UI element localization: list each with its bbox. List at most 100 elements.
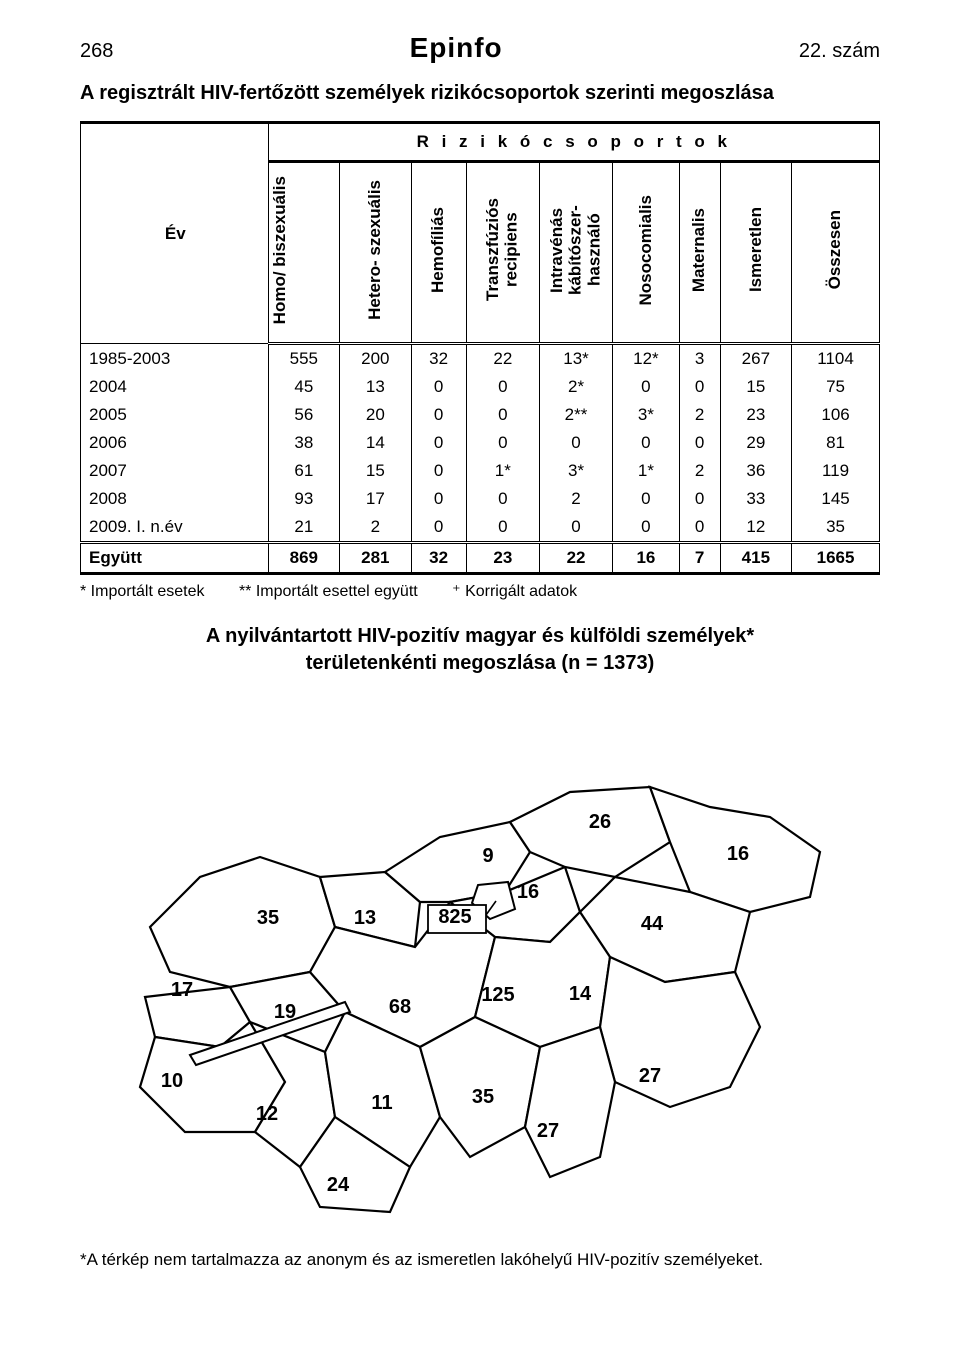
cell-value: 23: [720, 401, 791, 429]
cell-value: 2: [539, 485, 612, 513]
cell-value: 61: [268, 457, 339, 485]
page-number: 268: [80, 40, 113, 63]
col-matern: Maternalis: [679, 162, 720, 344]
cell-value: 3*: [539, 457, 612, 485]
page: 268 Epinfo 22. szám A regisztrált HIV-fe…: [0, 0, 960, 1310]
cell-value: 0: [466, 485, 539, 513]
map-region-label: 44: [641, 913, 664, 935]
map-region-label: 27: [639, 1065, 661, 1087]
cell-value: 1104: [792, 344, 880, 374]
cell-year: 2006: [81, 429, 269, 457]
col-unknown: Ismeretlen: [720, 162, 791, 344]
cell-year: 2009. I. n.év: [81, 513, 269, 543]
cell-value: 0: [679, 485, 720, 513]
cell-value: 1*: [613, 457, 680, 485]
cell-value: 200: [340, 344, 411, 374]
cell-value: 0: [411, 373, 466, 401]
map-region-label: 17: [171, 979, 193, 1001]
map-region-label: 16: [727, 843, 749, 865]
cell-value: 15: [340, 457, 411, 485]
map-region-label: 825: [438, 906, 471, 928]
cell-value: 35: [792, 513, 880, 543]
cell-value: 0: [411, 429, 466, 457]
cell-value: 0: [539, 513, 612, 543]
map-region-label: 27: [537, 1120, 559, 1142]
cell-value: 415: [720, 543, 791, 574]
cell-value: 0: [679, 429, 720, 457]
cell-value: 145: [792, 485, 880, 513]
cell-year: 1985-2003: [81, 344, 269, 374]
map-region-label: 125: [481, 984, 514, 1006]
cell-value: 281: [340, 543, 411, 574]
cell-value: 7: [679, 543, 720, 574]
footnote-c: ⁺ Korrigált adatok: [452, 581, 577, 601]
cell-value: 1*: [466, 457, 539, 485]
cell-value: 869: [268, 543, 339, 574]
issue-number: 22. szám: [799, 40, 880, 63]
cell-value: 0: [466, 373, 539, 401]
cell-value: 0: [613, 485, 680, 513]
cell-value: 0: [466, 513, 539, 543]
table-title: A regisztrált HIV-fertőzött személyek ri…: [80, 82, 880, 105]
cell-value: 56: [268, 401, 339, 429]
cell-value: 20: [340, 401, 411, 429]
cell-value: 33: [720, 485, 791, 513]
cell-value: 12*: [613, 344, 680, 374]
table-row: 1985-2003555200322213*12*32671104: [81, 344, 880, 374]
cell-value: 1665: [792, 543, 880, 574]
map-footnote: *A térkép nem tartalmazza az anonym és a…: [80, 1250, 880, 1270]
footnote-a: * Importált esetek: [80, 583, 205, 601]
cell-value: 45: [268, 373, 339, 401]
cell-value: 267: [720, 344, 791, 374]
map-region-label: 14: [569, 983, 592, 1005]
cell-value: 0: [411, 401, 466, 429]
hungary-map: 3513982516261644171968125141012113527272…: [80, 687, 880, 1232]
cell-value: 13*: [539, 344, 612, 374]
table-row: 20055620002**3*223106: [81, 401, 880, 429]
cell-value: 3*: [613, 401, 680, 429]
cell-value: 12: [720, 513, 791, 543]
cell-value: 32: [411, 543, 466, 574]
cell-value: 0: [539, 429, 612, 457]
cell-value: 13: [340, 373, 411, 401]
cell-value: 93: [268, 485, 339, 513]
map-region-label: 9: [482, 845, 493, 867]
cell-value: 106: [792, 401, 880, 429]
map-title-line2: területenkénti megoszlása (n = 1373): [306, 652, 654, 674]
cell-value: 2: [340, 513, 411, 543]
cell-value: 38: [268, 429, 339, 457]
cell-value: 36: [720, 457, 791, 485]
cell-value: 0: [466, 401, 539, 429]
cell-value: 21: [268, 513, 339, 543]
col-hetero: Hetero- szexuális: [340, 162, 411, 344]
cell-year: 2008: [81, 485, 269, 513]
map-region-label: 35: [257, 907, 279, 929]
map-region-label: 12: [256, 1103, 278, 1125]
cell-year: Együtt: [81, 543, 269, 574]
footnote-b: ** Importált esettel együtt: [239, 583, 418, 601]
col-total: Összesen: [792, 162, 880, 344]
cell-value: 15: [720, 373, 791, 401]
cell-value: 75: [792, 373, 880, 401]
cell-value: 0: [679, 513, 720, 543]
table-row: Együtt8692813223221674151665: [81, 543, 880, 574]
table-row: 20044513002*001575: [81, 373, 880, 401]
cell-value: 0: [613, 429, 680, 457]
cell-value: 0: [411, 513, 466, 543]
map-region-label: 24: [327, 1174, 350, 1196]
map-region-label: 10: [161, 1070, 183, 1092]
cell-value: 2: [679, 457, 720, 485]
cell-value: 2: [679, 401, 720, 429]
table-row: 200893170020033145: [81, 485, 880, 513]
col-hemofil: Hemofíliás: [411, 162, 466, 344]
cell-value: 555: [268, 344, 339, 374]
page-header: 268 Epinfo 22. szám: [80, 32, 880, 64]
col-year: Év: [81, 123, 269, 344]
table-row: 2009. I. n.év212000001235: [81, 513, 880, 543]
cell-value: 0: [613, 513, 680, 543]
col-ivd: Intravénás kábítószer- használó: [539, 162, 612, 344]
cell-value: 0: [613, 373, 680, 401]
cell-value: 29: [720, 429, 791, 457]
cell-value: 0: [411, 457, 466, 485]
cell-value: 22: [539, 543, 612, 574]
